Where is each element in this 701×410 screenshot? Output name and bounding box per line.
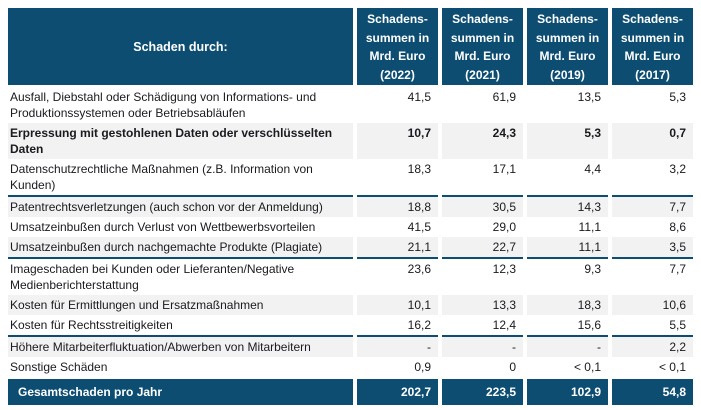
footer-row: Gesamtschaden pro Jahr 202,7 223,5 102,9… — [8, 379, 693, 405]
row-value: 12,4 — [492, 318, 516, 332]
row-value: < 0,1 — [573, 360, 601, 374]
row-value: 30,5 — [442, 195, 523, 217]
row-value: 13,5 — [577, 90, 601, 104]
row-value: 18,3 — [527, 295, 608, 315]
row-value: - — [527, 335, 608, 357]
table-row: Kosten für Ermittlungen und Ersatzmaßnah… — [8, 295, 693, 315]
row-value: 11,1 — [527, 237, 608, 257]
row-value: 13,3 — [442, 295, 523, 315]
row-value: 7,7 — [612, 195, 693, 217]
row-label: Patentrechtsverletzungen (auch schon vor… — [8, 195, 353, 217]
row-value: 16,2 — [407, 318, 431, 332]
column-header-2017: Schadens- summen in Mrd. Euro (2017) — [612, 8, 693, 85]
row-value: - — [357, 335, 438, 357]
row-value: 18,3 — [407, 162, 431, 176]
table-row: Höhere Mitarbeiterfluktuation/Abwerben v… — [8, 335, 693, 357]
row-value: 41,5 — [407, 220, 431, 234]
footer-label: Gesamtschaden pro Jahr — [8, 379, 353, 405]
row-value: 10,6 — [612, 295, 693, 315]
table-row: Imageschaden bei Kunden oder Lieferanten… — [8, 257, 693, 295]
table-body: Ausfall, Diebstahl oder Schädigung von I… — [8, 87, 693, 377]
row-value: 0,9 — [414, 360, 431, 374]
row-value: 7,7 — [612, 257, 693, 295]
row-value: 29,0 — [492, 220, 516, 234]
row-value: 0 — [509, 360, 516, 374]
row-value: 15,6 — [577, 318, 601, 332]
row-label: Erpressung mit gestohlenen Daten oder ve… — [8, 123, 353, 159]
row-label: Umsatzeinbußen durch Verlust von Wettbew… — [10, 220, 316, 234]
table-row: Umsatzeinbußen durch nachgemachte Produk… — [8, 237, 693, 257]
row-value: 21,1 — [357, 237, 438, 257]
row-label: Ausfall, Diebstahl oder Schädigung von I… — [10, 90, 317, 120]
row-value: 3,5 — [612, 237, 693, 257]
row-value: 5,5 — [669, 318, 686, 332]
row-value: 3,2 — [669, 162, 686, 176]
row-value: 24,3 — [442, 123, 523, 159]
table-row: Kosten für Rechtsstreitigkeiten 16,2 12,4 1… — [8, 315, 693, 335]
row-value: 0,7 — [612, 123, 693, 159]
row-label: Imageschaden bei Kunden oder Lieferanten… — [8, 257, 353, 295]
row-value: 2,2 — [612, 335, 693, 357]
row-value: 10,1 — [357, 295, 438, 315]
row-value: 10,7 — [357, 123, 438, 159]
column-header-2021: Schadens- summen in Mrd. Euro (2021) — [442, 8, 523, 85]
row-label: Kosten für Ermittlungen und Ersatzmaßnah… — [8, 295, 353, 315]
row-value: 61,9 — [492, 90, 516, 104]
row-value: 17,1 — [492, 162, 516, 176]
table-row: Patentrechtsverletzungen (auch schon vor… — [8, 195, 693, 217]
row-label: Höhere Mitarbeiterfluktuation/Abwerben v… — [8, 335, 353, 357]
row-value: 11,1 — [578, 220, 601, 234]
row-value: 18,8 — [357, 195, 438, 217]
table-row: Erpressung mit gestohlenen Daten oder ve… — [8, 123, 693, 159]
row-value: 22,7 — [442, 237, 523, 257]
row-label: Umsatzeinbußen durch nachgemachte Produk… — [8, 237, 353, 257]
row-value: 41,5 — [407, 90, 431, 104]
row-label: Kosten für Rechtsstreitigkeiten — [10, 318, 173, 332]
row-value: 5,3 — [669, 90, 686, 104]
row-value: 14,3 — [527, 195, 608, 217]
table-row: Datenschutzrechtliche Maßnahmen (z.B. In… — [8, 159, 693, 195]
row-value: 12,3 — [442, 257, 523, 295]
row-value: 23,6 — [357, 257, 438, 295]
header-row: Schaden durch: Schadens- summen in Mrd. … — [8, 8, 693, 85]
damage-summary-table: Schaden durch: Schadens- summen in Mrd. … — [8, 8, 693, 405]
column-header-2019: Schadens- summen in Mrd. Euro (2019) — [527, 8, 608, 85]
footer-value-2017: 54,8 — [612, 379, 693, 405]
footer-value-2019: 102,9 — [527, 379, 608, 405]
row-label: Sonstige Schäden — [10, 360, 108, 374]
footer-value-2022: 202,7 — [357, 379, 438, 405]
corner-header: Schaden durch: — [8, 8, 353, 85]
table-row: Sonstige Schäden 0,9 0 < 0,1 < 0,1 — [8, 357, 693, 377]
row-value: 5,3 — [527, 123, 608, 159]
row-value: - — [442, 335, 523, 357]
row-value: 4,4 — [584, 162, 601, 176]
table-row: Ausfall, Diebstahl oder Schädigung von I… — [8, 87, 693, 123]
table-row: Umsatzeinbußen durch Verlust von Wettbew… — [8, 217, 693, 237]
column-header-2022: Schadens- summen in Mrd. Euro (2022) — [357, 8, 438, 85]
row-value: 9,3 — [527, 257, 608, 295]
footer-value-2021: 223,5 — [442, 379, 523, 405]
row-value: 8,6 — [669, 220, 686, 234]
row-value: < 0,1 — [658, 360, 686, 374]
row-label: Datenschutzrechtliche Maßnahmen (z.B. In… — [10, 162, 313, 192]
